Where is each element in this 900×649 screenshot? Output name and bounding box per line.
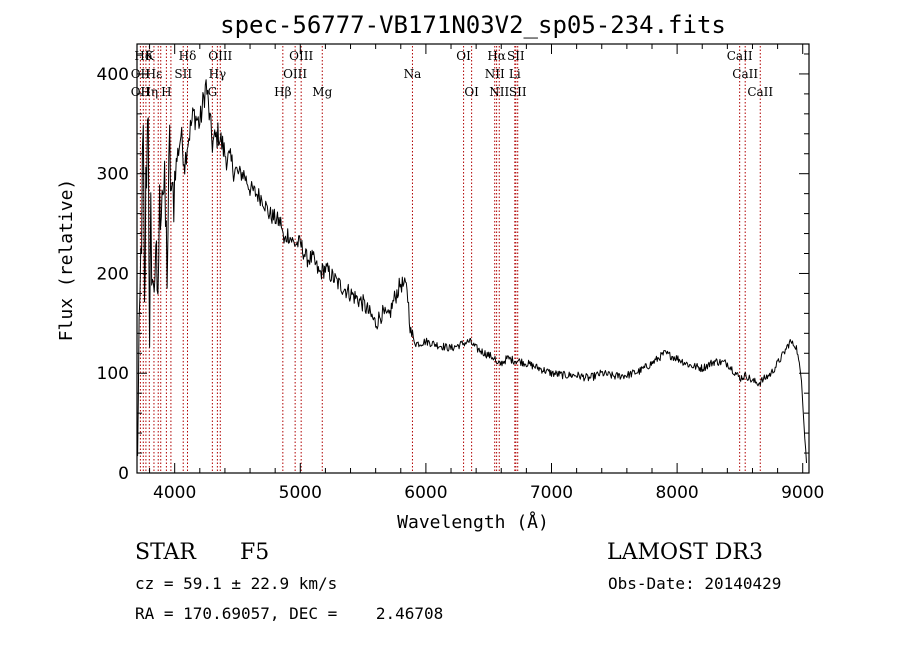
spectrum-line: [136, 79, 807, 464]
x-tick-label-1: 5000: [279, 483, 322, 503]
line-label-7: SII: [507, 49, 525, 63]
x-tick-label-2: 6000: [404, 483, 447, 503]
line-label-12: Hγ: [209, 67, 227, 81]
line-label-4: OIII: [289, 49, 313, 63]
y-tick-label-3: 300: [97, 165, 129, 185]
line-label-25: NII: [489, 85, 509, 99]
y-tick-label-2: 200: [97, 264, 129, 284]
line-label-13: OIII: [283, 67, 307, 81]
line-label-26: SII: [509, 85, 527, 99]
line-label-18: Hη: [140, 85, 158, 99]
line-label-2: Hδ: [179, 49, 197, 63]
line-label-10: Hε: [146, 67, 163, 81]
y-axis-label: Flux (relative): [56, 179, 77, 342]
line-label-17: OII: [131, 85, 151, 99]
line-label-21: Hβ: [274, 85, 291, 99]
line-label-1: K: [145, 49, 155, 63]
x-axis-label: Wavelength (Å): [397, 511, 549, 533]
x-tick-label-3: 7000: [530, 483, 573, 503]
ra-dec-coordinates: RA = 170.69057, DEC = 2.46708: [135, 604, 444, 623]
axis-ticks-group: 4000 5000 6000 7000 8000 9000 0 100 200 300 400: [97, 44, 824, 503]
line-label-19: H: [161, 85, 171, 99]
line-label-20: G: [208, 85, 218, 99]
line-label-11: SII: [174, 67, 192, 81]
spectrum-series-group: [136, 79, 807, 464]
y-tick-label-4: 400: [97, 65, 129, 85]
line-label-6: Hα: [487, 49, 506, 63]
line-label-16: CaII: [732, 67, 758, 81]
x-tick-label-4: 8000: [655, 483, 698, 503]
line-markers-group: [139, 46, 761, 472]
object-subclass: F5: [240, 540, 270, 565]
line-label-23: Na: [404, 67, 422, 81]
y-tick-label-0: 0: [118, 464, 129, 484]
plot-frame: [136, 43, 810, 474]
redshift-cz: cz = 59.1 ± 22.9 km/s: [135, 574, 338, 593]
observation-date: Obs-Date: 20140429: [608, 574, 782, 593]
survey-name: LAMOST DR3: [607, 540, 763, 565]
object-type: STAR: [135, 540, 196, 565]
line-label-3: OIII: [208, 49, 232, 63]
chart-title: spec-56777-VB171N03V2_sp05-234.fits: [220, 11, 726, 39]
line-label-0: Hδ: [134, 49, 152, 63]
line-label-22: Mg: [312, 85, 332, 99]
line-label-14: NII: [485, 67, 505, 81]
line-label-24: OI: [464, 85, 479, 99]
y-tick-label-1: 100: [97, 364, 129, 384]
line-label-15: Li: [509, 67, 521, 81]
line-label-27: CaII: [747, 85, 773, 99]
line-label-8: CaII: [727, 49, 753, 63]
x-tick-label-0: 4000: [153, 483, 196, 503]
x-tick-label-5: 9000: [781, 483, 824, 503]
line-label-5: OI: [456, 49, 471, 63]
